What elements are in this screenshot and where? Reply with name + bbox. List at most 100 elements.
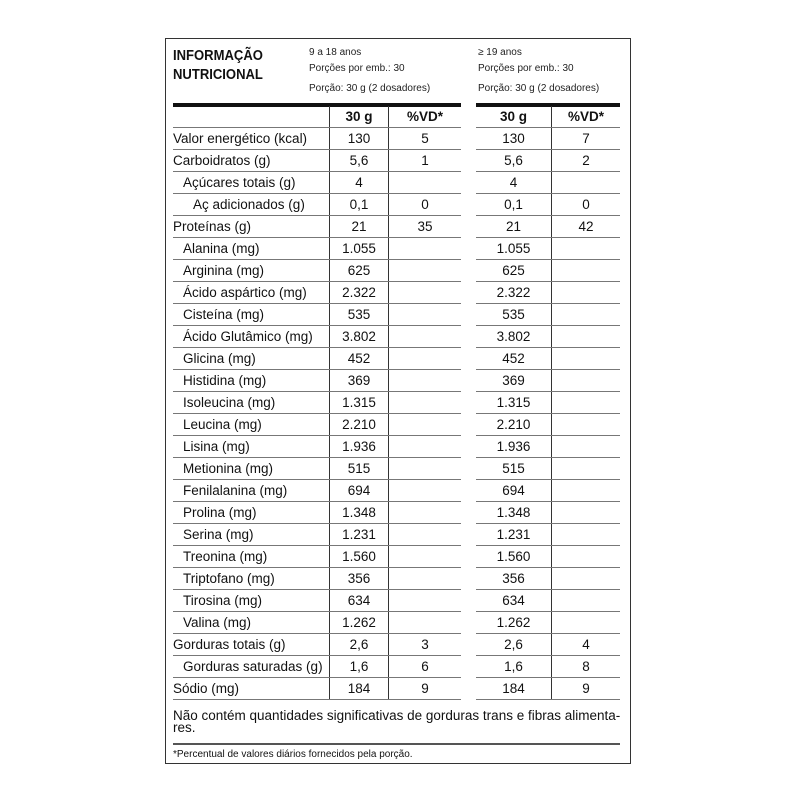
vd-9-18 (388, 480, 461, 502)
row-divider (173, 391, 461, 392)
vd-9-18 (388, 590, 461, 612)
nutrient-label: Açúcares totais (g) (183, 175, 296, 190)
table-row: Serina (mg) 1.231 1.231 (166, 524, 632, 546)
vd-19-plus (551, 370, 620, 392)
table-row: Fenilalanina (mg) 694 694 (166, 480, 632, 502)
vd-19-plus (551, 436, 620, 458)
vd-19-plus (551, 546, 620, 568)
portion-size: Porção: 30 g (2 dosadores) (478, 83, 600, 94)
row-divider (173, 149, 461, 150)
vd-9-18 (388, 304, 461, 326)
header-amount: 30 g (329, 106, 388, 128)
row-divider (476, 303, 620, 304)
nutrient-label: Metionina (mg) (183, 461, 274, 476)
amount-9-18: 4 (329, 172, 388, 194)
amount-19-plus: 1.055 (496, 241, 531, 256)
nutrient-label: Fenilalanina (mg) (183, 483, 288, 498)
vd-9-18 (388, 436, 461, 458)
nutrient-label: Triptofano (mg) (183, 571, 275, 586)
amount-19-plus: 1.262 (496, 615, 531, 630)
amount-19-plus: 5,6 (504, 153, 523, 168)
amount-9-18: 21 (329, 216, 388, 238)
age-group: 9 a 18 anos (309, 47, 362, 58)
vd-19-plus (551, 524, 620, 546)
amount-9-18: 1.315 (329, 392, 388, 414)
vd-9-18 (388, 326, 461, 348)
vd-9-18 (388, 568, 461, 590)
table-row: Metionina (mg) 515 515 (166, 458, 632, 480)
vd-9-18 (388, 370, 461, 392)
nutrient-label: Serina (mg) (183, 527, 254, 542)
vd-19-plus: 7 (551, 128, 620, 150)
amount-19-plus: 535 (502, 307, 525, 322)
nutrient-label: Alanina (mg) (183, 241, 260, 256)
table-row: Gorduras saturadas (g) 1,6 6 1,6 8 (166, 656, 632, 678)
amount-9-18: 625 (329, 260, 388, 282)
vd-19-plus (551, 304, 620, 326)
vd-9-18: 6 (388, 656, 461, 678)
row-divider (476, 171, 620, 172)
table-row: Cisteína (mg) 535 535 (166, 304, 632, 326)
amount-19-plus: 1.315 (496, 395, 531, 410)
row-divider (173, 347, 461, 348)
amount-19-plus: 1.348 (496, 505, 531, 520)
vd-9-18 (388, 546, 461, 568)
table-row: Açúcares totais (g) 4 4 (166, 172, 632, 194)
row-divider (476, 347, 620, 348)
vd-9-18: 9 (388, 678, 461, 700)
row-divider (476, 545, 620, 546)
age-group: ≥ 19 anos (478, 47, 522, 58)
nutrient-label: Glicina (mg) (183, 351, 256, 366)
nutrient-label: Valina (mg) (183, 615, 252, 630)
row-divider (476, 215, 620, 216)
row-divider (476, 193, 620, 194)
amount-19-plus: 1.936 (496, 439, 531, 454)
nutrient-label: Isoleucina (mg) (183, 395, 276, 410)
nutrient-label: Prolina (mg) (183, 505, 257, 520)
vd-9-18: 5 (388, 128, 461, 150)
row-divider (173, 303, 461, 304)
vd-19-plus (551, 502, 620, 524)
vd-19-plus (551, 480, 620, 502)
vd-19-plus (551, 568, 620, 590)
amount-9-18: 694 (329, 480, 388, 502)
nutrient-label: Valor energético (kcal) (173, 131, 308, 146)
vd-9-18 (388, 282, 461, 304)
nutrient-label: Ácido aspártico (mg) (183, 285, 307, 300)
amount-19-plus: 452 (502, 351, 525, 366)
nutrient-label: Sódio (mg) (173, 681, 240, 696)
vd-19-plus (551, 326, 620, 348)
vd-9-18 (388, 414, 461, 436)
amount-19-plus: 2.322 (496, 285, 531, 300)
vd-9-18 (388, 348, 461, 370)
amount-19-plus: 356 (502, 571, 525, 586)
table-row: Treonina (mg) 1.560 1.560 (166, 546, 632, 568)
amount-19-plus: 694 (502, 483, 525, 498)
amount-9-18: 1.055 (329, 238, 388, 260)
row-divider (173, 325, 461, 326)
divider-bar (476, 103, 620, 107)
amount-9-18: 184 (329, 678, 388, 700)
vd-9-18 (388, 502, 461, 524)
row-divider (173, 501, 461, 502)
amount-19-plus: 21 (505, 219, 522, 234)
amount-9-18: 1.231 (329, 524, 388, 546)
amount-9-18: 2.210 (329, 414, 388, 436)
nutrient-label: Gorduras saturadas (g) (183, 659, 323, 674)
row-divider (476, 589, 620, 590)
row-divider (173, 171, 461, 172)
vd-19-plus: 2 (551, 150, 620, 172)
vd-9-18 (388, 260, 461, 282)
portion-size: Porção: 30 g (2 dosadores) (309, 83, 431, 94)
nutrient-label: Proteínas (g) (173, 219, 252, 234)
amount-9-18: 130 (329, 128, 388, 150)
vd-19-plus (551, 458, 620, 480)
table-row: Isoleucina (mg) 1.315 1.315 (166, 392, 632, 414)
row-divider (476, 281, 620, 282)
header-vd: %VD* (388, 106, 461, 128)
divider-bar (173, 103, 461, 107)
vd-9-18 (388, 524, 461, 546)
row-divider (173, 479, 461, 480)
row-divider (476, 633, 620, 634)
amount-9-18: 1.936 (329, 436, 388, 458)
